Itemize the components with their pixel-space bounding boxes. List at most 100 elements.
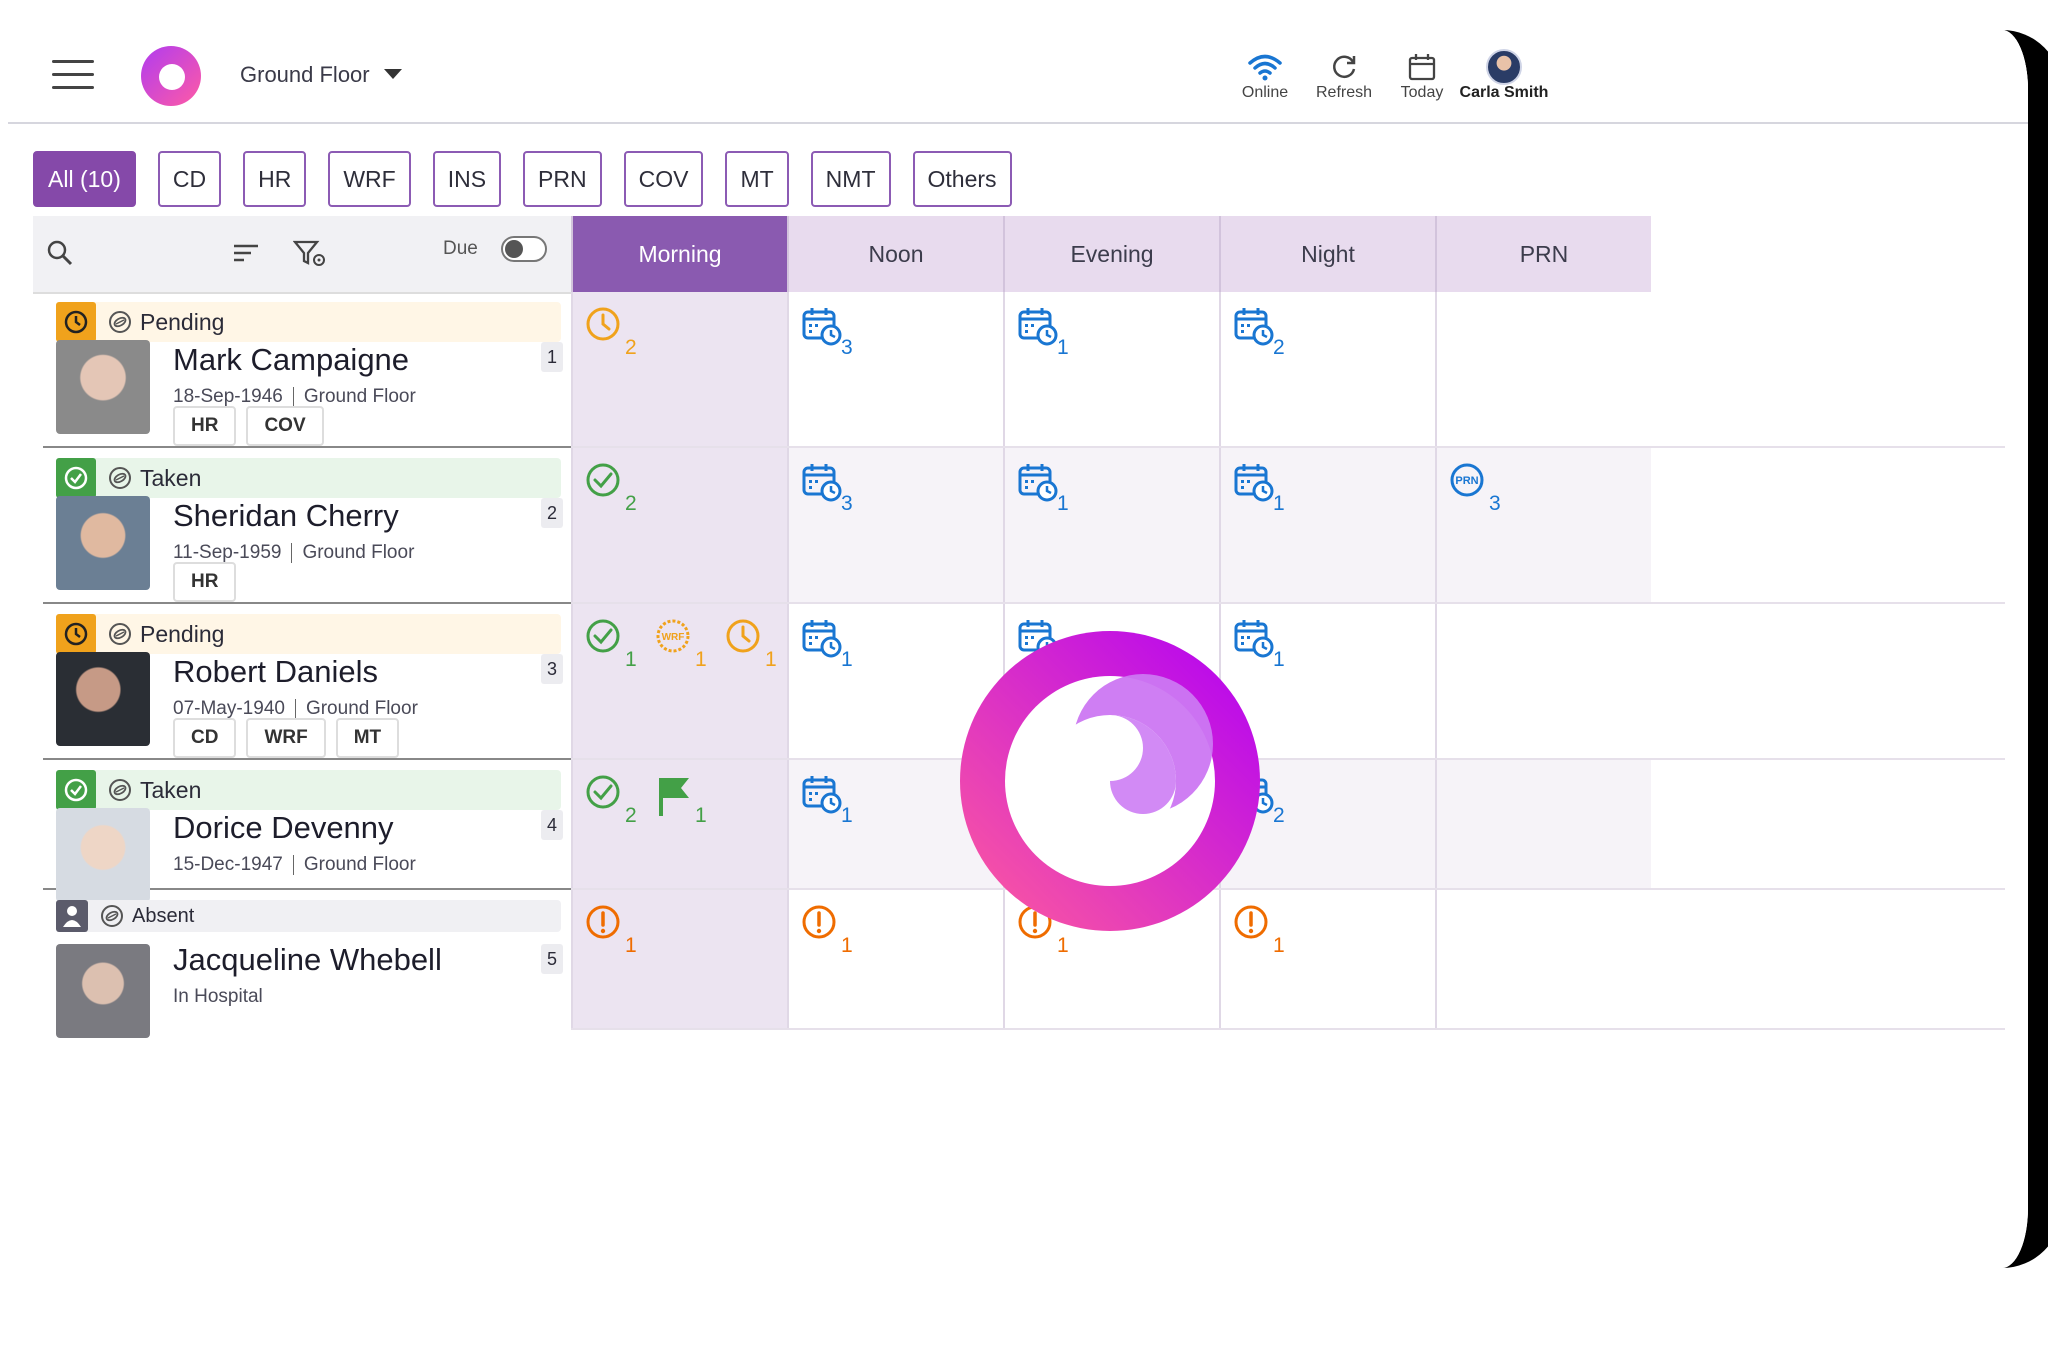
filter-pill-cov[interactable]: COV xyxy=(623,151,704,207)
resident-location: Ground Floor xyxy=(303,854,416,875)
check-circle-icon[interactable]: 2 xyxy=(585,462,645,515)
schedule-cell[interactable]: 1 WRF 1 1 xyxy=(571,604,787,760)
schedule-cell[interactable] xyxy=(1435,760,1651,890)
resident-name[interactable]: Mark Campaigne xyxy=(173,342,410,377)
calendar-clock-icon[interactable]: 1 xyxy=(1233,462,1293,515)
cell-icons: 3 xyxy=(801,462,871,515)
medication-tag-hr[interactable]: HR xyxy=(173,562,237,602)
resident-name[interactable]: Dorice Devenny xyxy=(173,810,394,845)
medication-tag-hr[interactable]: HR xyxy=(173,406,237,446)
alert-circle-icon[interactable]: 1 xyxy=(585,904,645,957)
calendar-clock-icon[interactable]: 1 xyxy=(801,774,861,827)
cell-icons: 2 xyxy=(1233,306,1303,359)
schedule-cell[interactable]: 1 xyxy=(1219,448,1435,604)
schedule-cell[interactable]: 1 xyxy=(787,604,1003,760)
resident-name[interactable]: Robert Daniels xyxy=(173,654,379,689)
today-button[interactable]: Today xyxy=(1382,50,1462,102)
resident-photo[interactable] xyxy=(56,496,150,590)
prn-icon[interactable]: PRN 3 xyxy=(1449,462,1509,515)
resident-row: 2 3 1 1 PRN 3 Taken Sheridan Cherry 11-Sep-1959 G… xyxy=(33,448,2005,604)
filter-pill-hr[interactable]: HR xyxy=(243,151,307,207)
user-profile[interactable]: Carla Smith xyxy=(1454,49,1554,102)
filter-pill-prn[interactable]: PRN xyxy=(523,151,602,207)
calendar-icon xyxy=(1382,50,1462,84)
svg-text:PRN: PRN xyxy=(1455,475,1478,487)
schedule-cell[interactable]: 2 xyxy=(1219,292,1435,448)
schedule-cell[interactable] xyxy=(1435,890,1651,1030)
filter-pill-cd[interactable]: CD xyxy=(157,151,222,207)
calendar-clock-icon[interactable]: 3 xyxy=(801,306,861,359)
flag-icon[interactable]: 1 xyxy=(655,774,715,827)
schedule-cell[interactable]: 1 xyxy=(1003,448,1219,604)
resident-name[interactable]: Sheridan Cherry xyxy=(173,498,399,533)
filter-pill-others[interactable]: Others xyxy=(912,151,1012,207)
resident-dob: 15-Dec-1947 xyxy=(173,854,283,875)
calendar-clock-icon[interactable]: 1 xyxy=(1017,462,1077,515)
filter-pill-nmt[interactable]: NMT xyxy=(810,151,891,207)
online-status[interactable]: Online xyxy=(1230,50,1300,102)
calendar-clock-icon[interactable]: 3 xyxy=(801,462,861,515)
calendar-clock-icon[interactable]: 1 xyxy=(1017,306,1077,359)
schedule-cell[interactable]: 1 xyxy=(571,890,787,1030)
clock-icon[interactable]: 2 xyxy=(585,306,645,359)
schedule-cell[interactable]: 1 xyxy=(1003,292,1219,448)
status-person-icon xyxy=(56,900,88,932)
wrf-icon[interactable]: WRF 1 xyxy=(655,618,715,671)
column-header-prn[interactable]: PRN xyxy=(1435,216,1651,292)
filter-pill-mt[interactable]: MT xyxy=(725,151,789,207)
schedule-cell[interactable]: 1 xyxy=(1219,604,1435,760)
medication-tag-cov[interactable]: COV xyxy=(246,406,324,446)
schedule-cell[interactable] xyxy=(1435,292,1651,448)
clock-icon[interactable]: 1 xyxy=(725,618,785,671)
check-circle-icon[interactable]: 1 xyxy=(585,618,645,671)
schedule-cell[interactable] xyxy=(1435,604,1651,760)
calendar-clock-icon[interactable]: 1 xyxy=(801,618,861,671)
schedule-cell[interactable]: 2 xyxy=(1219,760,1435,890)
column-header-evening[interactable]: Evening xyxy=(1003,216,1219,292)
schedule-cell[interactable]: 1 xyxy=(787,760,1003,890)
resident-photo[interactable] xyxy=(56,808,150,902)
cell-icons: 2 xyxy=(585,306,655,359)
medication-grid: Due Morning Noon Evening Night PRN 2 3 1 2 Pendi… xyxy=(33,216,2005,1268)
schedule-cell[interactable]: 1 xyxy=(787,890,1003,1030)
schedule-cell[interactable]: 3 xyxy=(787,292,1003,448)
column-header-morning[interactable]: Morning xyxy=(571,216,787,292)
schedule-cell[interactable] xyxy=(1003,760,1219,890)
schedule-cell[interactable]: 2 xyxy=(571,292,787,448)
resident-photo[interactable] xyxy=(56,652,150,746)
medication-tag-cd[interactable]: CD xyxy=(173,718,237,758)
resident-name[interactable]: Jacqueline Whebell xyxy=(173,942,442,977)
schedule-cell[interactable]: 3 xyxy=(787,448,1003,604)
refresh-button[interactable]: Refresh xyxy=(1304,50,1384,102)
schedule-cell[interactable]: 1 xyxy=(1003,890,1219,1030)
resident-photo[interactable] xyxy=(56,944,150,1038)
sort-icon[interactable] xyxy=(231,238,261,273)
medication-tag-wrf[interactable]: WRF xyxy=(246,718,326,758)
calendar-clock-icon[interactable]: 2 xyxy=(1233,774,1293,827)
calendar-clock-icon[interactable]: 2 xyxy=(1233,306,1293,359)
floor-selector[interactable]: Ground Floor xyxy=(240,62,402,88)
search-icon[interactable] xyxy=(45,238,75,273)
alert-circle-icon[interactable]: 1 xyxy=(801,904,861,957)
filter-settings-icon[interactable] xyxy=(292,238,327,273)
resident-photo[interactable] xyxy=(56,340,150,434)
filter-pill-ins[interactable]: INS xyxy=(432,151,502,207)
alert-circle-icon[interactable]: 1 xyxy=(1233,904,1293,957)
filter-pill-wrf[interactable]: WRF xyxy=(328,151,411,207)
calendar-clock-icon[interactable]: 1 xyxy=(1233,618,1293,671)
row-divider xyxy=(43,602,571,604)
medication-tag-mt[interactable]: MT xyxy=(335,718,400,758)
schedule-cell[interactable]: PRN 3 xyxy=(1435,448,1651,604)
calendar-clock-icon[interactable] xyxy=(1017,618,1077,670)
alert-circle-icon[interactable]: 1 xyxy=(1017,904,1077,957)
menu-icon[interactable] xyxy=(52,60,94,90)
schedule-cell[interactable] xyxy=(1003,604,1219,760)
due-toggle[interactable] xyxy=(501,236,547,262)
check-circle-icon[interactable]: 2 xyxy=(585,774,645,827)
column-header-noon[interactable]: Noon xyxy=(787,216,1003,292)
filter-pill-all-10[interactable]: All (10) xyxy=(33,151,136,207)
schedule-cell[interactable]: 1 xyxy=(1219,890,1435,1030)
column-header-night[interactable]: Night xyxy=(1219,216,1435,292)
schedule-cell[interactable]: 2 xyxy=(571,448,787,604)
